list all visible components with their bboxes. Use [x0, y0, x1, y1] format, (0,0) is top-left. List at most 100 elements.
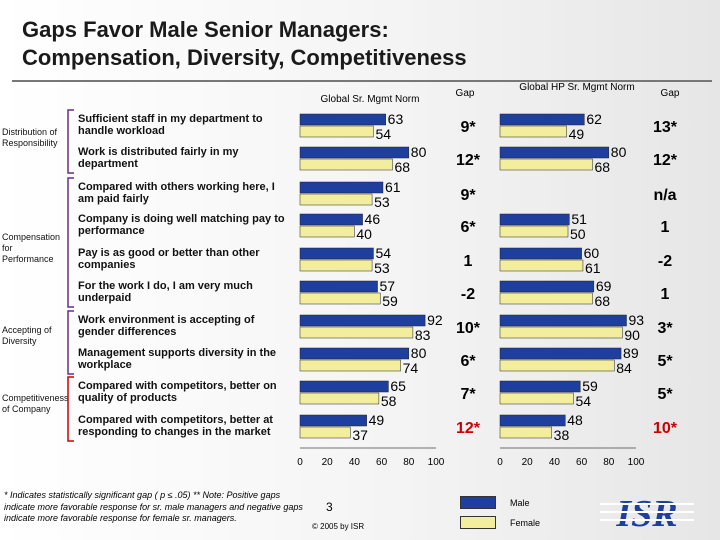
gap-value: n/a [653, 187, 676, 204]
gap-value: 9* [460, 119, 476, 136]
bar-female [499, 259, 584, 272]
x-tick-label: 100 [628, 457, 645, 468]
category-bracket [67, 310, 74, 375]
bar-male [499, 414, 566, 427]
x-tick-label: 80 [603, 457, 615, 468]
category-bracket [67, 109, 74, 174]
bar-male [499, 280, 595, 293]
item-label: Compared with others working here, I am … [78, 181, 275, 205]
category-distribution: Distribution of Responsibility [2, 127, 58, 148]
item-label: Work environment is accepting of gender … [78, 314, 255, 338]
bar-male [499, 247, 582, 260]
bar-male [499, 146, 610, 159]
value-label-female: 54 [575, 393, 591, 409]
bar-male [499, 213, 570, 226]
copyright: © 2005 by ISR [312, 522, 365, 531]
header-hp-norm: Global HP Sr. Mgmt Norm [519, 82, 635, 93]
legend-label-male: Male [510, 498, 530, 508]
value-label-female: 38 [554, 427, 570, 443]
bar-male [299, 380, 389, 393]
item-label: For the work I do, I am very much underp… [78, 280, 253, 304]
gap-value: 12* [456, 420, 481, 437]
x-tick-label: 60 [576, 457, 588, 468]
value-label-male: 62 [586, 111, 602, 127]
footnote: * Indicates statistically significant ga… [4, 490, 303, 523]
item-label: Sufficient staff in my department to han… [78, 113, 263, 137]
bar-male [299, 247, 374, 260]
item-label: Pay is as good or better than other comp… [78, 247, 260, 271]
gap-value: 10* [456, 320, 481, 337]
value-label-female: 37 [352, 427, 368, 443]
bar-female [499, 158, 593, 171]
value-label-male: 93 [628, 312, 644, 328]
bar-female [299, 359, 401, 372]
gap-value: 1 [661, 219, 670, 236]
bar-male [299, 414, 367, 427]
value-label-female: 68 [394, 159, 410, 175]
gap-value: 7* [460, 386, 476, 403]
value-label-female: 68 [594, 293, 610, 309]
header-gap-2: Gap [660, 88, 680, 99]
gap-value: -2 [658, 253, 672, 270]
bar-female [499, 426, 552, 439]
isr-logo: ISR [600, 493, 694, 532]
value-label-female: 40 [356, 226, 372, 242]
bar-female [499, 225, 569, 238]
gap-value: 13* [653, 119, 678, 136]
value-label-male: 80 [411, 144, 427, 160]
bar-male [299, 213, 363, 226]
bar-female [299, 259, 373, 272]
bar-female [499, 125, 567, 138]
x-tick-label: 80 [403, 457, 415, 468]
value-label-male: 49 [369, 412, 385, 428]
value-label-female: 49 [569, 126, 585, 142]
item-label: Compared with competitors, better on qua… [78, 380, 277, 404]
gap-value: 10* [653, 420, 678, 437]
bar-female [499, 359, 615, 372]
value-label-female: 53 [374, 194, 390, 210]
gap-value: 12* [456, 152, 481, 169]
x-tick-label: 0 [497, 457, 503, 468]
item-label: Management supports diversity in the wor… [78, 347, 277, 371]
item-label: Compared with competitors, better at res… [78, 414, 273, 438]
bar-female [299, 392, 380, 405]
value-label-male: 48 [567, 412, 583, 428]
gap-value: 5* [657, 386, 673, 403]
value-label-female: 68 [594, 159, 610, 175]
x-tick-label: 60 [376, 457, 388, 468]
gap-value: 1 [661, 286, 670, 303]
bar-male [299, 113, 386, 126]
value-label-female: 54 [375, 126, 391, 142]
title-divider [12, 80, 712, 82]
bar-male [299, 181, 384, 194]
value-label-male: 80 [411, 345, 427, 361]
x-tick-label: 40 [549, 457, 561, 468]
gap-value: -2 [461, 286, 475, 303]
bar-female [299, 125, 374, 138]
value-label-male: 80 [611, 144, 627, 160]
value-label-female: 58 [381, 393, 397, 409]
gap-value: 3* [657, 320, 673, 337]
header-gap-1: Gap [455, 88, 475, 99]
bar-male [499, 113, 585, 126]
category-bracket [67, 177, 74, 308]
value-label-female: 50 [570, 226, 586, 242]
value-label-female: 84 [616, 360, 632, 376]
gap-value: 9* [460, 187, 476, 204]
page-number: 3 [326, 500, 333, 514]
bar-female [299, 225, 355, 238]
value-label-male: 69 [596, 278, 612, 294]
value-label-male: 92 [427, 312, 443, 328]
legend-swatch-female [460, 516, 496, 529]
gap-value: 6* [460, 219, 476, 236]
x-tick-label: 0 [297, 457, 303, 468]
gap-value: 1 [464, 253, 473, 270]
value-label-male: 65 [390, 378, 406, 394]
bar-female [499, 392, 574, 405]
bar-female [299, 292, 381, 305]
bar-female [299, 158, 393, 171]
x-tick-label: 40 [349, 457, 361, 468]
page-title: Gaps Favor Male Senior Managers: Compens… [22, 16, 622, 72]
bar-male [499, 380, 581, 393]
gap-value: 5* [657, 353, 673, 370]
